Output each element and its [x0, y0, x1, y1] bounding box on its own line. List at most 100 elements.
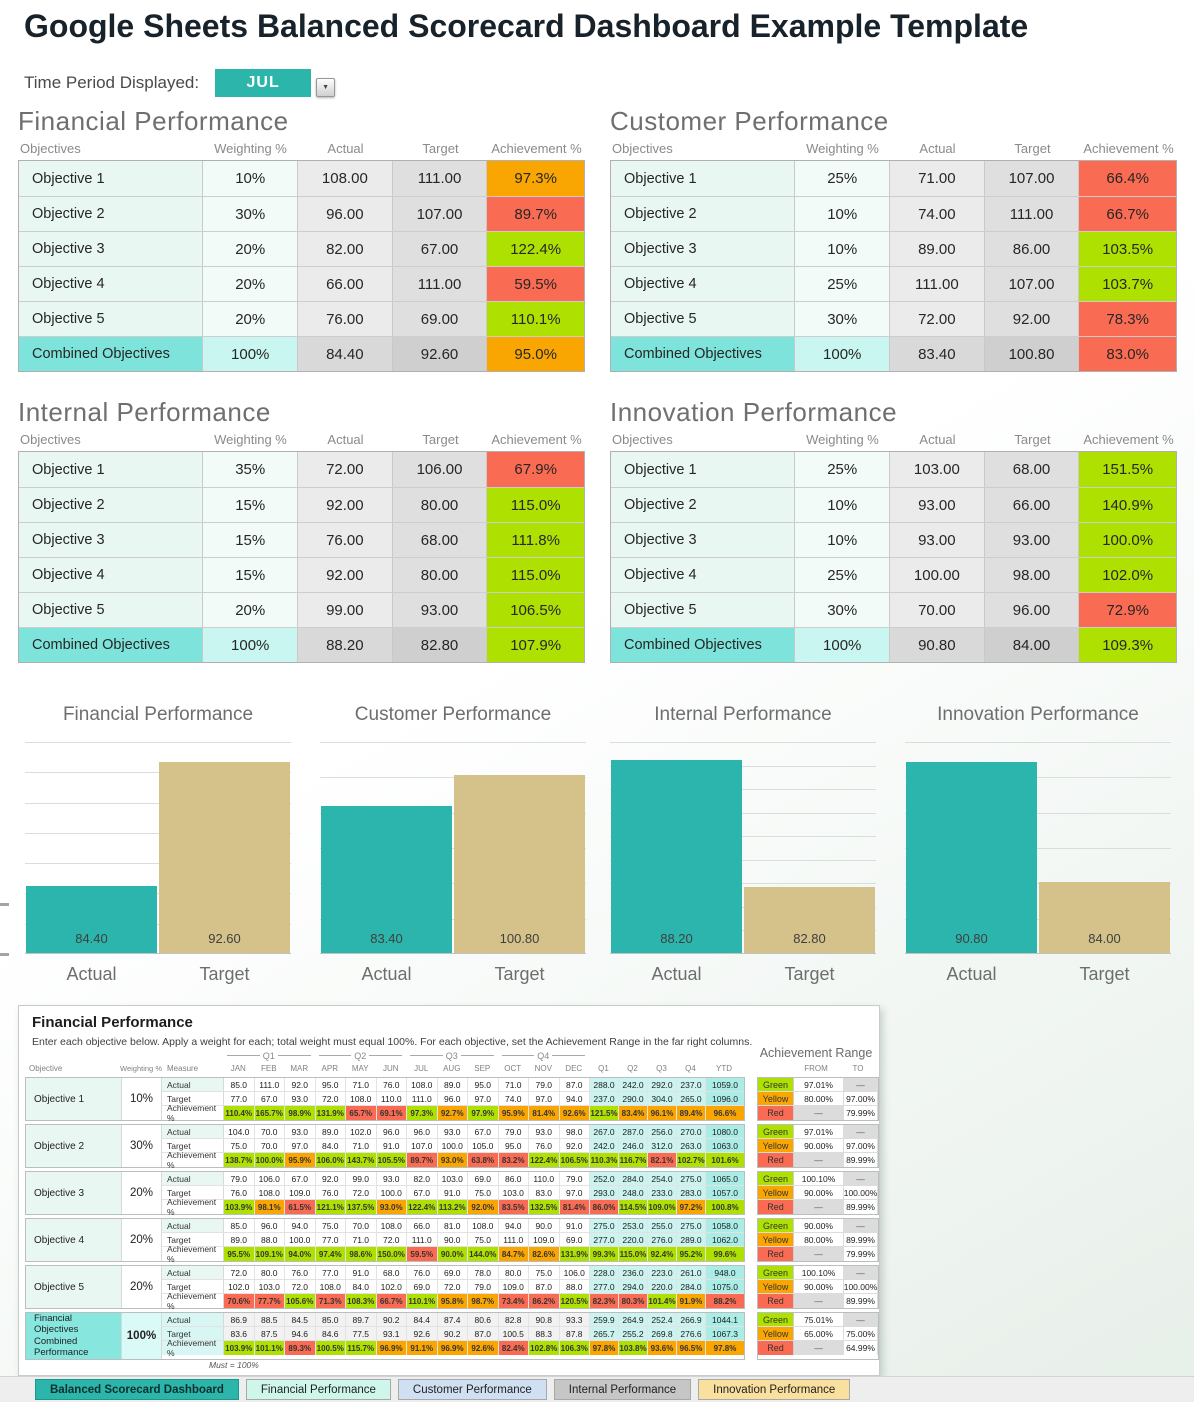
ws-value-cell: 94.0 [285, 1219, 316, 1232]
chart-innovation-performance: Innovation Performance 90.80 84.00 Actual Ta… [905, 704, 1171, 985]
ws-range-to: — [844, 1266, 878, 1279]
ws-objective-cell: Objective 3 [26, 1172, 122, 1214]
chart-title: Financial Performance [62, 704, 254, 725]
ws-value-cell: 93.0 [285, 1125, 316, 1138]
ws-value-cell: 90.2 [437, 1327, 468, 1340]
ws-range-label: Green [758, 1125, 794, 1138]
ws-value-cell: 98.1% [254, 1200, 285, 1214]
ws-value-cell: 83.2% [498, 1153, 529, 1167]
ws-value-cell: 68.0 [377, 1266, 407, 1279]
ws-range-row: Red —64.99% [758, 1341, 878, 1355]
sheet-tab-financial-performance[interactable]: Financial Performance [245, 1379, 391, 1400]
target-cell: 68.00 [984, 452, 1080, 487]
ws-value-cell: 66.7% [376, 1294, 407, 1308]
ws-column-header: JAN [230, 1064, 246, 1073]
target-cell: 67.00 [392, 232, 488, 266]
ws-value-cell: 236.0 [619, 1266, 648, 1279]
ws-value-cell: 71.0 [346, 1139, 377, 1152]
ws-value-cell: 88.0 [255, 1233, 285, 1246]
objective-cell: Objective 5 [611, 302, 796, 336]
chart-internal-performance: Internal Performance 88.20 82.80 Actual Targ… [610, 704, 876, 985]
sheet-tab-innovation-performance[interactable]: Innovation Performance [698, 1379, 851, 1400]
sheet-tab-customer-performance[interactable]: Customer Performance [397, 1379, 547, 1400]
ws-value-cell: 288.0 [590, 1078, 619, 1091]
ws-value-cell: 275.0 [677, 1219, 706, 1232]
actual-cell: 74.00 [890, 197, 985, 231]
target-cell: 107.00 [984, 161, 1080, 196]
ws-value-cell: 96.5% [677, 1341, 706, 1355]
ws-value-cell: 98.7% [468, 1294, 499, 1308]
ws-value-cell: 90.0% [437, 1247, 468, 1261]
weighting-cell: 30% [795, 593, 891, 627]
ws-measure-cell: Target [162, 1139, 224, 1152]
gridline [320, 848, 586, 849]
objective-cell: Objective 5 [19, 593, 204, 627]
ws-value-cell: 223.0 [648, 1266, 677, 1279]
time-period-select[interactable]: JUL [215, 69, 312, 97]
ws-value-cell: 92.4% [648, 1247, 677, 1261]
ws-value-cell: 96.0 [377, 1125, 407, 1138]
ws-range-label: Green [758, 1219, 794, 1232]
ws-value-cell: 105.0 [468, 1139, 499, 1152]
weighting-cell: 30% [203, 197, 299, 231]
ws-actual-row: Actual 86.9 88.5 84.5 85.0 89.7 90.2 84.4 87.4 80… [162, 1313, 744, 1327]
table-row: Objective 4 15% 92.00 80.00 115.0% [19, 557, 584, 592]
sheet-tab-balanced-scorecard-dashboard[interactable]: Balanced Scorecard Dashboard [35, 1379, 239, 1400]
x-axis-label: Actual [946, 964, 997, 984]
scorecard-customer-performance: Customer Performance Objectives Weighting … [610, 106, 1177, 372]
ws-value-cell: 85.0 [224, 1078, 255, 1091]
achievement-cell: 89.7% [487, 197, 584, 231]
ws-value-cell: 79.0 [224, 1172, 255, 1185]
ws-value-cell: 92.6 [407, 1327, 438, 1340]
ws-value-cell: 84.6 [315, 1327, 346, 1340]
table-row: Objective 1 25% 71.00 107.00 66.4% [611, 161, 1176, 196]
column-header: Objectives [612, 141, 673, 156]
ws-achievement-row: Achievement % 138.7% 100.0% 95.9% 106.0% 143.… [162, 1150, 744, 1170]
ws-value-cell: 102.0 [346, 1125, 377, 1138]
ws-actual-row: Actual 79.0 106.0 67.0 92.0 99.0 93.0 82.0 103.0… [162, 1172, 744, 1186]
ws-value-cell: 76.0 [407, 1266, 438, 1279]
column-header: Weighting % [806, 432, 879, 447]
ws-measure-cell: Actual [162, 1172, 224, 1185]
ws-value-cell: 72.0 [224, 1266, 255, 1279]
ws-weighting-cell: 20% [122, 1219, 162, 1261]
achievement-cell: 115.0% [487, 488, 584, 522]
target-cell: 107.00 [984, 267, 1080, 301]
ws-value-cell: 72.0 [316, 1092, 346, 1105]
ws-value-cell: 92.0 [316, 1172, 346, 1185]
ws-value-cell: 72.0 [438, 1280, 468, 1293]
ws-value-cell: 88.3 [529, 1327, 560, 1340]
ws-value-cell: 96.0 [255, 1219, 285, 1232]
ws-range-to: 89.99% [844, 1153, 878, 1167]
ws-column-header: Q4 [685, 1064, 696, 1073]
ws-value-cell: 92.0% [468, 1200, 499, 1214]
ws-value-cell: 69.0 [407, 1280, 438, 1293]
ws-measure-cell: Target [162, 1186, 224, 1199]
ws-value-cell: 72.0 [377, 1233, 407, 1246]
ws-value-cell: 131.9% [559, 1247, 590, 1261]
weighting-cell: 10% [795, 197, 891, 231]
ws-value-cell: 67.0 [407, 1186, 438, 1199]
time-period-dropdown-button[interactable]: ▼ [316, 77, 336, 97]
ws-objective-block: Objective 5 20% Actual 72.0 80.0 76.0 77.0 91.0… [25, 1265, 879, 1311]
ws-value-cell: 108.0 [255, 1186, 285, 1199]
weighting-cell: 25% [795, 558, 891, 592]
ws-value-cell: 1067.3 [706, 1327, 744, 1340]
weighting-cell: 10% [795, 523, 891, 557]
sheet-tab-internal-performance[interactable]: Internal Performance [553, 1379, 692, 1400]
objective-cell: Objective 3 [19, 232, 204, 266]
scorecard-table: Objective 1 10% 108.00 111.00 97.3% Objective… [18, 160, 585, 372]
ws-column-header: DEC [565, 1064, 583, 1073]
table-row: Objective 1 35% 72.00 106.00 67.9% [19, 452, 584, 487]
ws-value-cell: 237.0 [590, 1092, 619, 1105]
ws-weighting-cell: 10% [122, 1078, 162, 1120]
table-row: Objective 2 15% 92.00 80.00 115.0% [19, 487, 584, 522]
scorecard-table: Objective 1 35% 72.00 106.00 67.9% Objective … [18, 451, 585, 663]
table-row: Objective 4 25% 100.00 98.00 102.0% [611, 557, 1176, 592]
target-cell: 111.00 [984, 197, 1080, 231]
objective-cell: Combined Objectives [611, 337, 796, 371]
quarter-group-label: Q2 [315, 1050, 407, 1061]
ws-target-row: Target 77.0 67.0 93.0 72.0 108.0 110.0 111.0 96.… [162, 1092, 744, 1106]
ws-value-cell: 1065.0 [706, 1172, 744, 1185]
ws-value-cell: 265.7 [590, 1327, 619, 1340]
